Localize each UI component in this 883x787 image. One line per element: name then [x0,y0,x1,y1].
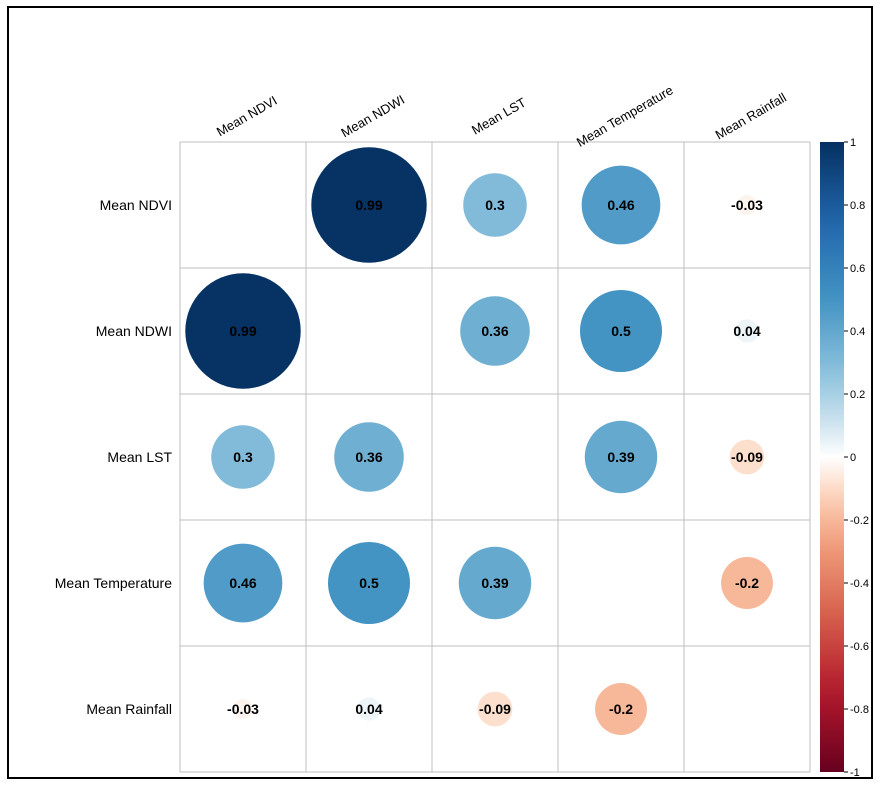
row-label: Mean Temperature [55,575,172,591]
correlation-circle [729,439,765,475]
correlation-circle [477,691,513,727]
column-label: Mean NDVI [214,93,280,140]
correlation-circle [211,425,275,489]
correlation-cell: 0.36 [460,296,530,366]
chart-frame [7,6,873,779]
correlation-circle [203,543,283,623]
correlation-cell: 0.46 [581,165,661,245]
color-scale-tick-label: 1 [850,137,856,149]
correlation-value-label: -0.09 [731,449,763,465]
color-scale-tick-label: 0.8 [850,200,865,212]
correlation-value-label: 0.36 [481,323,508,339]
correlation-cell: -0.03 [731,194,763,216]
color-scale-legend: 1 0.8 0.6 0.4 0.2 0 -0.2 -0.4 -0.6 -0.8 -1 [820,137,869,779]
correlation-value-label: 0.39 [481,575,508,591]
correlation-circle [463,173,527,237]
correlation-circle [735,319,759,343]
correlation-circle [334,422,404,492]
correlation-circle [460,296,530,366]
correlation-cell: -0.2 [595,683,647,735]
grid [179,141,811,773]
correlation-circle [357,697,381,721]
correlation-cell: 0.39 [584,420,658,494]
row-label: Mean NDWI [96,323,172,339]
correlation-value-label: 0.3 [485,197,505,213]
correlation-value-label: -0.2 [735,575,759,591]
correlation-circle [584,420,658,494]
correlation-circle [581,165,661,245]
correlation-cell: 0.99 [185,273,301,389]
row-label: Mean NDVI [100,197,172,213]
row-labels: Mean NDVI Mean NDWI Mean LST Mean Temperatu… [55,197,173,717]
correlation-value-label: 0.5 [359,575,379,591]
color-scale-tick-label: -0.4 [850,578,869,590]
row-label: Mean Rainfall [86,701,172,717]
correlation-cell: -0.09 [477,691,513,727]
correlation-value-label: 0.46 [229,575,256,591]
correlation-circle [736,194,758,216]
color-scale-tick-label: 0.2 [850,389,865,401]
correlation-circle [595,683,647,735]
correlation-cell: 0.46 [203,543,283,623]
column-label: Mean NDWI [338,92,407,140]
correlation-cell: 0.5 [327,541,411,625]
row-label: Mean LST [107,449,172,465]
correlation-cell: -0.09 [729,439,765,475]
correlation-value-label: 0.46 [607,197,634,213]
correlation-cell: 0.39 [458,546,532,620]
correlation-circle [185,273,301,389]
correlation-cell: 0.04 [733,319,761,343]
color-scale-tick-label: 0.4 [850,326,865,338]
correlation-value-label: -0.09 [479,701,511,717]
color-scale-bar [820,142,844,772]
correlation-value-label: -0.03 [227,701,259,717]
correlation-circle [327,541,411,625]
color-scale-tick-label: -0.8 [850,704,869,716]
correlation-cells: 0.99 0.3 0.46 -0.03 0.99 0.36 0.5 0.04 0.3 0.36 0.… [185,147,773,735]
correlation-value-label: 0.39 [607,449,634,465]
column-label: Mean LST [469,95,528,138]
correlation-cell: 0.3 [463,173,527,237]
correlation-cell: 0.36 [334,422,404,492]
correlation-value-label: 0.99 [355,197,382,213]
correlation-value-label: -0.03 [731,197,763,213]
correlation-value-label: 0.36 [355,449,382,465]
correlation-value-label: 0.99 [229,323,256,339]
color-scale-tick-label: -0.6 [850,641,869,653]
correlation-value-label: 0.3 [233,449,253,465]
correlation-circle [579,289,663,373]
correlation-value-label: -0.2 [609,701,633,717]
correlation-cell: 0.3 [211,425,275,489]
column-label: Mean Rainfall [713,90,789,143]
correlation-cell: -0.2 [721,557,773,609]
column-label: Mean Temperature [574,82,676,149]
correlation-cell: -0.03 [227,698,259,720]
correlation-circle [311,147,427,263]
color-scale-tick-label: -1 [850,767,860,779]
correlation-circle [232,698,254,720]
color-scale-tick-label: 0 [850,452,856,464]
correlation-circle [458,546,532,620]
color-scale-tick-label: -0.2 [850,515,869,527]
correlation-cell: 0.04 [355,697,383,721]
correlation-value-label: 0.04 [733,323,760,339]
correlation-circle [721,557,773,609]
column-labels: Mean NDVI Mean NDWI Mean LST Mean Temperatu… [214,82,789,149]
correlation-cell: 0.5 [579,289,663,373]
correlation-value-label: 0.5 [611,323,631,339]
correlation-cell: 0.99 [311,147,427,263]
color-scale-tick-label: 0.6 [850,263,865,275]
correlation-value-label: 0.04 [355,701,382,717]
